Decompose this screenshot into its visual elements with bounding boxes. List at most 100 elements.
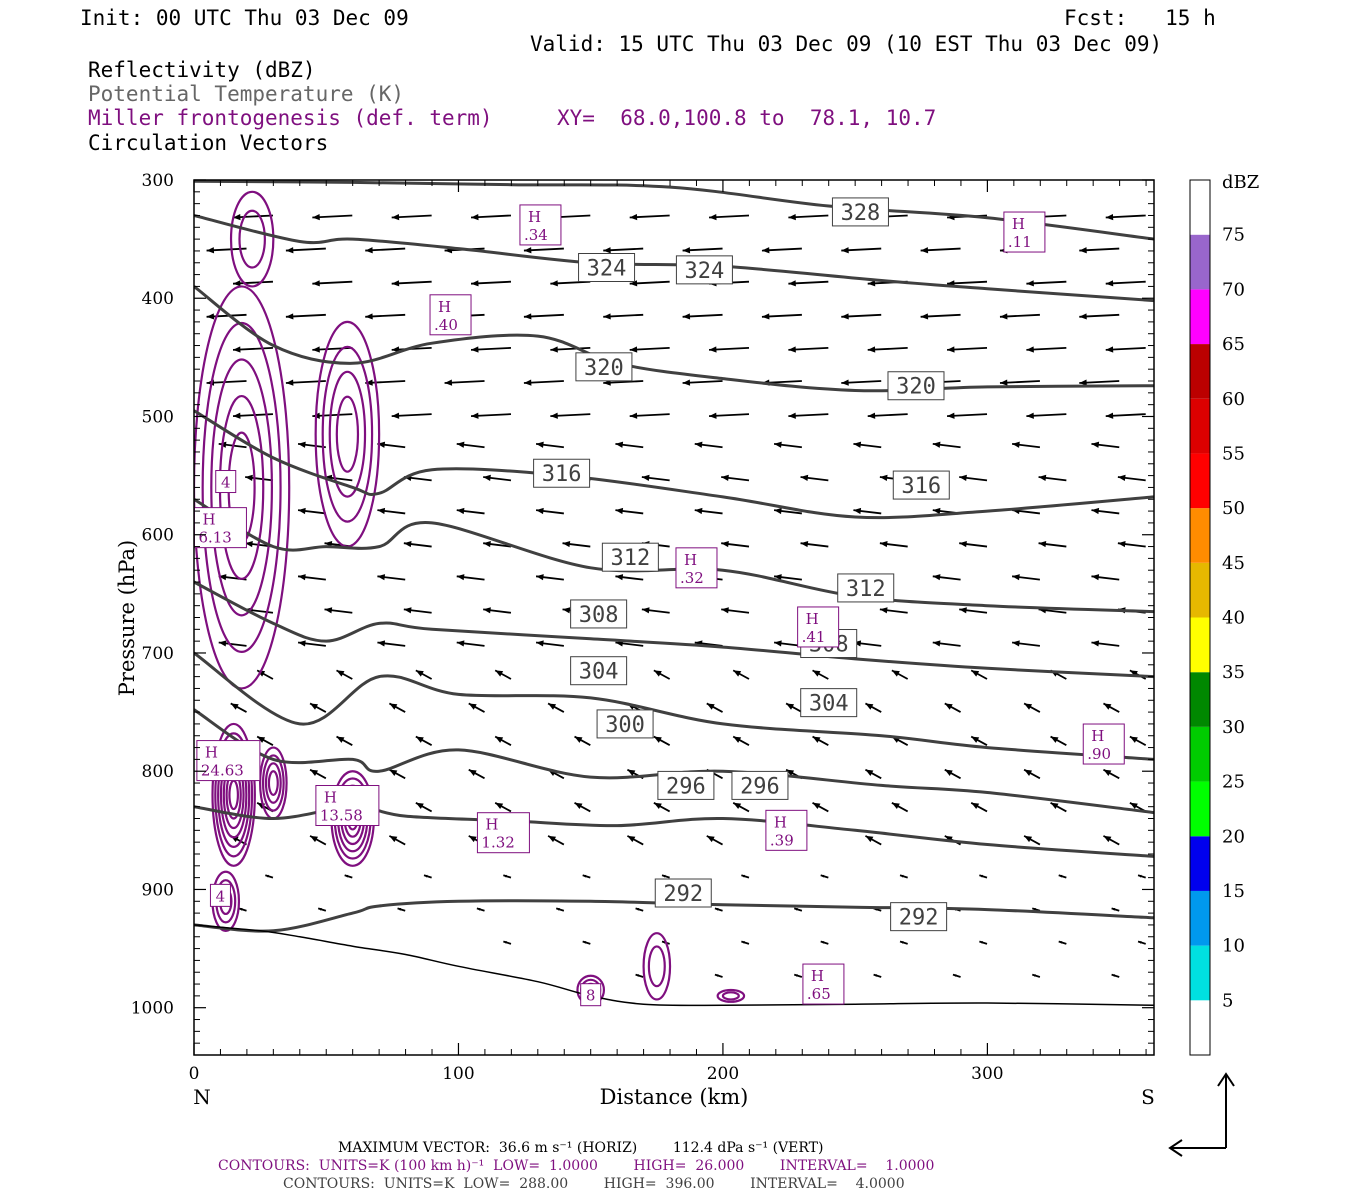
circulation-vector bbox=[641, 474, 670, 482]
circulation-vector bbox=[574, 735, 591, 746]
circulation-vector bbox=[523, 313, 564, 320]
circulation-vector bbox=[562, 540, 591, 548]
circulation-vector bbox=[970, 801, 988, 813]
svg-text:296: 296 bbox=[740, 774, 780, 799]
circulation-vector bbox=[1111, 907, 1120, 912]
frontogenesis-maximum: H1.32 bbox=[476, 812, 530, 854]
circulation-vector bbox=[793, 907, 803, 912]
circulation-vector bbox=[741, 940, 750, 945]
circulation-vector bbox=[391, 280, 432, 287]
footer-max-vector: MAXIMUM VECTOR: 36.6 m s⁻¹ (HORIZ) 112.4… bbox=[338, 1140, 824, 1156]
circulation-vector bbox=[1091, 574, 1120, 581]
colorbar-tick-label: 10 bbox=[1222, 936, 1245, 957]
circulation-vector bbox=[944, 768, 961, 780]
circulation-vector bbox=[853, 441, 882, 449]
frontogenesis-maximum: H.34 bbox=[519, 204, 562, 246]
circulation-vector bbox=[1031, 973, 1041, 978]
y-tick-label: 700 bbox=[142, 644, 174, 664]
svg-text:.11: .11 bbox=[1008, 233, 1032, 251]
circulation-vector bbox=[312, 280, 353, 287]
svg-text:H: H bbox=[528, 208, 541, 226]
circulation-vector bbox=[706, 835, 723, 846]
frontogenesis-maximum: H.11 bbox=[1003, 211, 1046, 253]
circulation-vector bbox=[297, 507, 326, 515]
y-tick-label: 500 bbox=[142, 407, 174, 427]
circulation-vector bbox=[582, 940, 591, 945]
terrain-line bbox=[194, 924, 1154, 1007]
theta-contour-label: 304 bbox=[800, 688, 858, 718]
circulation-vector bbox=[265, 874, 274, 879]
circulation-vector bbox=[864, 835, 882, 846]
svg-text:H: H bbox=[1012, 215, 1025, 233]
circulation-vector bbox=[1103, 835, 1120, 846]
circulation-vector bbox=[820, 874, 829, 879]
svg-text:H: H bbox=[438, 298, 451, 316]
svg-text:.90: .90 bbox=[1087, 745, 1111, 763]
circulation-vector bbox=[1103, 768, 1120, 780]
circulation-vector bbox=[932, 574, 961, 581]
circulation-vector bbox=[708, 346, 750, 353]
circulation-vector bbox=[920, 313, 961, 320]
circulation-vector bbox=[388, 835, 406, 846]
theta-contour-label: 296 bbox=[731, 770, 789, 800]
circulation-vector bbox=[959, 607, 988, 614]
circulation-vector bbox=[788, 412, 829, 419]
circulation-vector bbox=[494, 801, 512, 813]
circulation-vector bbox=[377, 441, 406, 449]
svg-text:.39: .39 bbox=[770, 831, 794, 849]
circulation-vector bbox=[682, 247, 723, 254]
circulation-vector bbox=[444, 379, 485, 386]
colorbar-frame bbox=[1189, 179, 1211, 1056]
circulation-vector bbox=[403, 607, 432, 614]
circulation-vector bbox=[708, 213, 750, 221]
circulation-vector bbox=[468, 768, 485, 780]
svg-text:H: H bbox=[485, 816, 498, 834]
circulation-vector bbox=[535, 574, 564, 581]
circulation-vector bbox=[1091, 441, 1120, 449]
frontogenesis-maximum: H.65 bbox=[802, 963, 845, 1005]
circulation-vector bbox=[761, 313, 802, 320]
x-tick-label: 100 bbox=[442, 1064, 474, 1084]
circulation-vector bbox=[523, 247, 564, 254]
circulation-vector bbox=[468, 702, 485, 713]
circulation-vector bbox=[312, 213, 353, 221]
colorbar-swatch bbox=[1190, 890, 1210, 946]
colorbar-tick-label: 5 bbox=[1222, 990, 1233, 1011]
circulation-vector bbox=[344, 874, 353, 879]
circulation-vector bbox=[1050, 801, 1067, 813]
circulation-vector bbox=[245, 474, 274, 482]
colorbar-swatch bbox=[1190, 344, 1210, 399]
circulation-vector bbox=[476, 907, 485, 912]
circulation-vector bbox=[682, 313, 723, 320]
circulation-vector bbox=[694, 441, 723, 449]
circulation-vector bbox=[629, 213, 670, 221]
svg-text:.41: .41 bbox=[802, 628, 826, 646]
circulation-vector bbox=[238, 907, 247, 912]
circulation-vector bbox=[932, 441, 961, 449]
colorbar-label: dBZ bbox=[1222, 172, 1259, 193]
theta-contour-300 bbox=[194, 708, 1154, 815]
svg-text:316: 316 bbox=[901, 474, 941, 499]
circulation-vector bbox=[1058, 940, 1067, 945]
circulation-vector bbox=[920, 247, 961, 254]
theta-contour-label: 328 bbox=[831, 197, 889, 227]
y-tick-label: 900 bbox=[142, 880, 174, 900]
svg-text:13.58: 13.58 bbox=[320, 807, 363, 825]
circulation-vector bbox=[1079, 247, 1120, 254]
circulation-vector bbox=[494, 669, 512, 680]
circulation-vector bbox=[365, 247, 406, 254]
circulation-vector bbox=[979, 940, 988, 945]
circulation-vector bbox=[494, 735, 512, 746]
svg-text:H: H bbox=[1091, 727, 1104, 745]
theta-contour-label: 308 bbox=[570, 599, 628, 629]
svg-text:H: H bbox=[324, 789, 337, 807]
circulation-vector bbox=[377, 640, 406, 647]
circulation-vector bbox=[947, 412, 988, 419]
circulation-vector bbox=[1137, 940, 1146, 945]
circulation-vector bbox=[206, 313, 247, 320]
circulation-vector bbox=[773, 441, 802, 449]
circulation-vector bbox=[629, 280, 670, 287]
theta-contour-308 bbox=[194, 580, 1154, 679]
circulation-vector bbox=[391, 213, 432, 221]
frontogenesis-contours bbox=[642, 932, 672, 1001]
